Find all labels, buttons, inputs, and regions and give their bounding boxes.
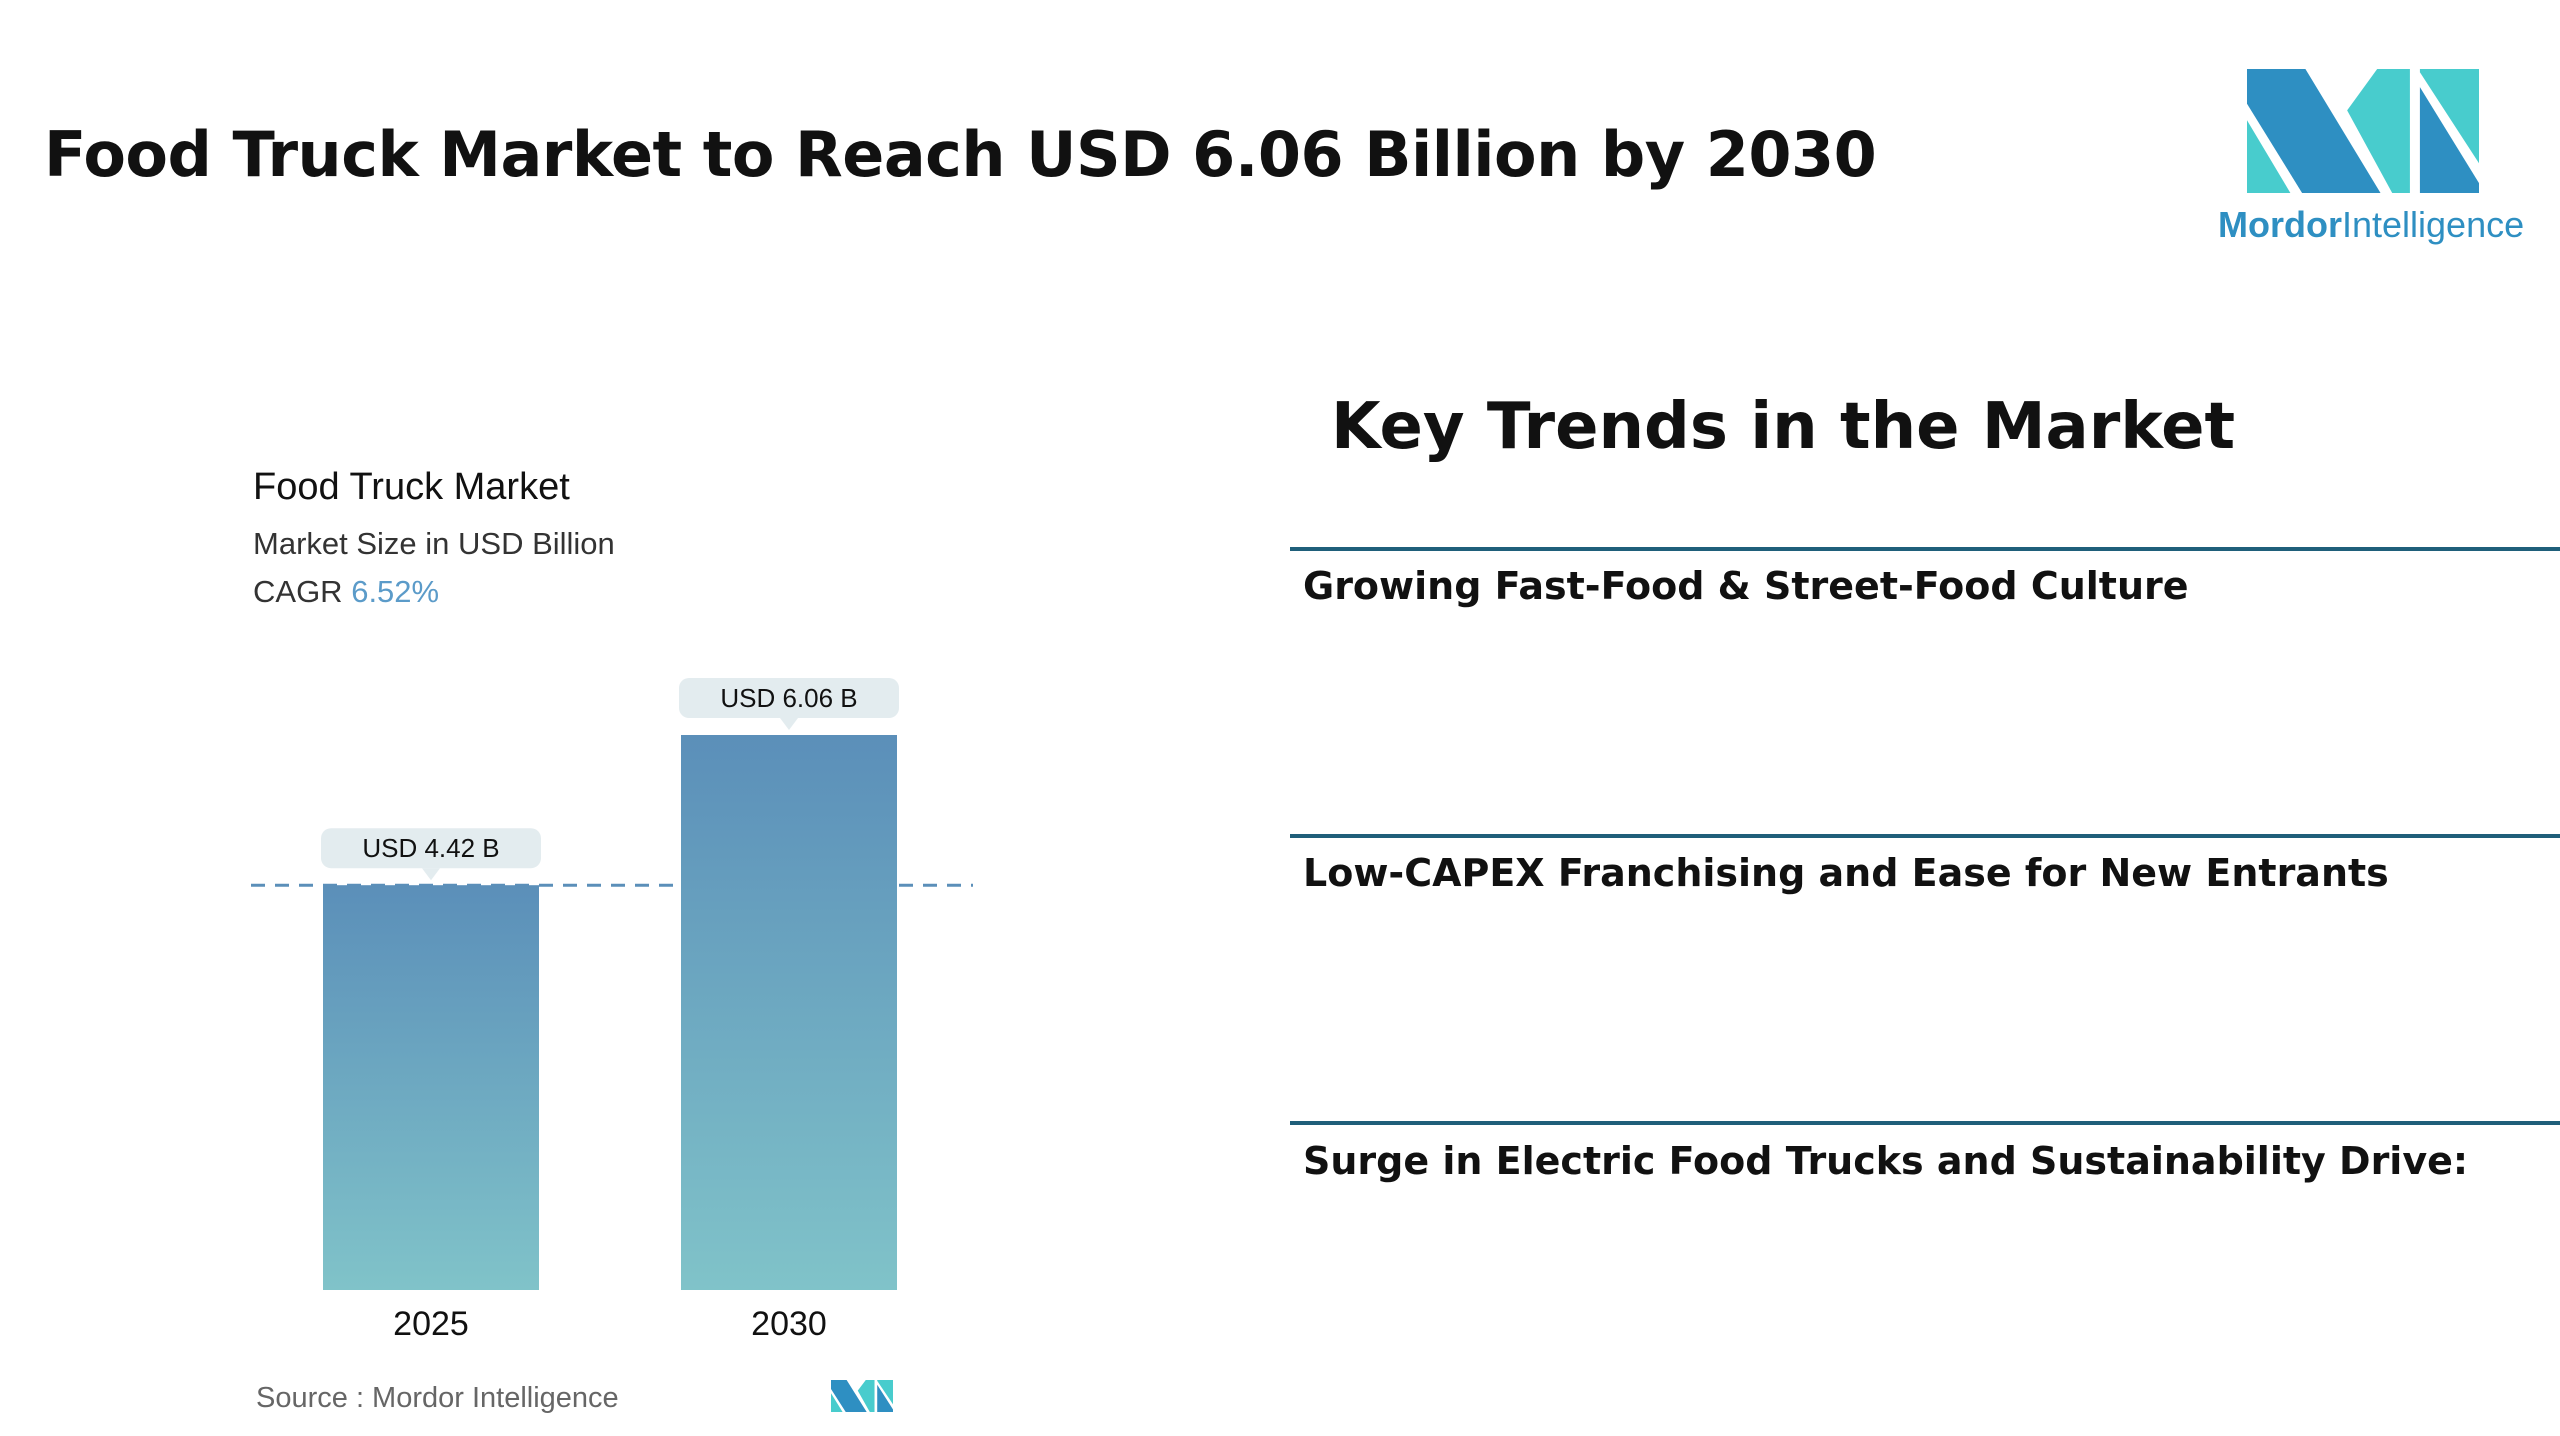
source-note: Source : Mordor Intelligence (256, 1382, 619, 1414)
trend-divider (1290, 834, 2560, 838)
data-label-pointer (422, 868, 440, 881)
bar-2025 (323, 885, 539, 1290)
mordor-logo-icon (2247, 69, 2479, 193)
logo-wordmark: MordorIntelligence (2218, 204, 2525, 245)
bar-chart: USD 4.42 B 2025 USD 6.06 B 2030 (251, 678, 973, 1343)
trend-item: Low-CAPEX Franchising and Ease for New E… (1303, 851, 2389, 895)
bar-2030 (681, 735, 897, 1290)
trends-title: Key Trends in the Market (1331, 390, 2236, 464)
data-label-box (679, 678, 899, 718)
trend-item: Growing Fast-Food & Street-Food Culture (1303, 564, 2189, 608)
chart-title: Food Truck Market (253, 466, 570, 508)
page-title: Food Truck Market to Reach USD 6.06 Bill… (44, 118, 1877, 191)
mordor-small-logo-icon (831, 1380, 893, 1412)
trend-divider (1290, 1121, 2560, 1125)
cagr-label: CAGR (253, 574, 343, 609)
data-label-box (321, 828, 541, 869)
cagr-value: 6.52% (351, 574, 440, 609)
trend-item: Surge in Electric Food Trucks and Sustai… (1303, 1139, 2469, 1183)
chart-cagr: CAGR 6.52% (253, 574, 439, 610)
x-tick-label: 2030 (751, 1305, 827, 1343)
x-tick-label: 2025 (393, 1305, 469, 1343)
data-label-pointer (780, 718, 798, 730)
chart-subtitle: Market Size in USD Billion (253, 526, 615, 561)
trend-divider (1290, 547, 2560, 551)
data-label: USD 4.42 B (362, 833, 499, 863)
data-label: USD 6.06 B (720, 683, 857, 713)
